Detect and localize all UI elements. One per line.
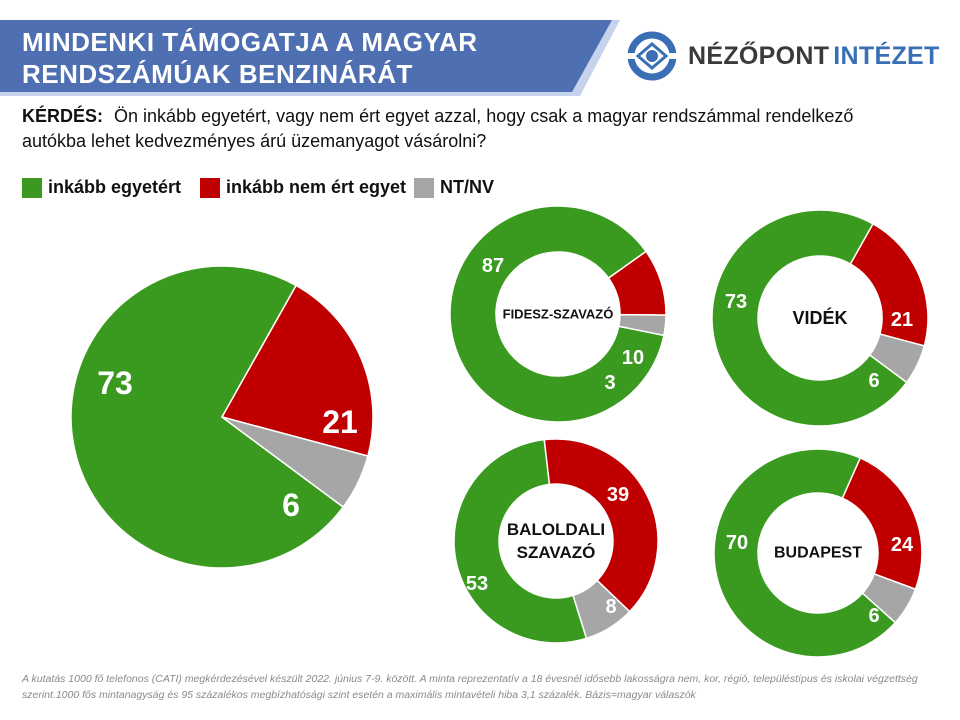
- chart-legend: inkább egyetért inkább nem ért egyet NT/…: [22, 177, 642, 201]
- value-label-dontknow: 6: [868, 370, 879, 392]
- charts-area: 73 21 6 87 10 3 FIDESZ-SZAVAZÓ 73 21 6 VIDÉK 53 39 8 B…: [70, 205, 929, 658]
- slice-dontknow: [861, 572, 917, 624]
- legend-label-agree: inkább egyetért: [48, 177, 182, 197]
- logo-text-main: NÉZŐPONT: [688, 42, 830, 70]
- donut-title: SZAVAZÓ: [517, 543, 596, 562]
- legend-label-disagree: inkább nem ért egyet: [226, 177, 407, 197]
- value-label-disagree: 24: [891, 534, 914, 556]
- chart-title-line1: MINDENKI TÁMOGATJA A MAGYAR: [22, 27, 478, 57]
- value-label-agree: 70: [726, 532, 748, 554]
- value-label-dontknow: 3: [604, 372, 615, 394]
- survey-question: KÉRDÉS: Ön inkább egyetért, vagy nem ért…: [22, 104, 922, 154]
- legend-label-dontknow: NT/NV: [440, 177, 494, 197]
- donut-title: BUDAPEST: [774, 545, 862, 562]
- legend-swatch-dontknow: [414, 178, 434, 198]
- slice-disagree: [841, 457, 923, 591]
- title-banner-shape: [0, 20, 620, 96]
- donut-chart-1: 87 10 3 FIDESZ-SZAVAZÓ: [449, 205, 667, 423]
- legend-swatch-agree: [22, 178, 42, 198]
- slice-agree: [449, 205, 665, 423]
- slice-dontknow: [572, 579, 631, 640]
- slice-agree: [711, 209, 908, 427]
- value-label-disagree: 21: [322, 404, 358, 440]
- methodology-footnote: A kutatás 1000 fő telefonos (CATI) megké…: [22, 673, 918, 701]
- nezopont-logo-text: NÉZŐPONT INTÉZET: [688, 42, 940, 71]
- slice-disagree: [543, 438, 659, 613]
- value-label-dontknow: 8: [605, 596, 616, 618]
- value-label-agree: 73: [725, 291, 747, 313]
- slice-agree: [713, 448, 897, 658]
- question-text: Ön inkább egyetért, vagy nem ért egyet a…: [22, 106, 854, 151]
- donut-chart-2: 73 21 6 VIDÉK: [711, 209, 929, 427]
- donut-title: BALOLDALI: [507, 520, 605, 539]
- nezopont-logo: NÉZŐPONT INTÉZET: [626, 30, 939, 81]
- donut-chart-4: 70 24 6 BUDAPEST: [713, 448, 923, 658]
- question-label: KÉRDÉS:: [22, 106, 104, 126]
- slice-disagree: [220, 284, 374, 458]
- value-label-dontknow: 6: [282, 487, 300, 523]
- slice-dontknow: [221, 416, 369, 509]
- value-label-disagree: 10: [622, 347, 644, 369]
- slice-dontknow: [617, 313, 667, 337]
- slice-agree: [453, 438, 588, 644]
- value-label-agree: 87: [482, 255, 504, 277]
- value-label-agree: 73: [97, 365, 133, 401]
- value-label-disagree: 21: [891, 309, 913, 331]
- title-banner: MINDENKI TÁMOGATJA A MAGYAR RENDSZÁMÚAK …: [0, 0, 620, 96]
- chart-title: MINDENKI TÁMOGATJA A MAGYAR RENDSZÁMÚAK …: [22, 26, 582, 90]
- value-label-agree: 53: [466, 573, 488, 595]
- legend-swatch-disagree: [200, 178, 220, 198]
- value-label-dontknow: 6: [868, 605, 879, 627]
- donut-title: FIDESZ-SZAVAZÓ: [503, 307, 614, 322]
- slice-disagree: [849, 222, 929, 347]
- donut-title: VIDÉK: [792, 307, 847, 328]
- donut-chart-3: 53 39 8 BALOLDALI SZAVAZÓ: [453, 438, 659, 644]
- slice-agree: [70, 265, 345, 569]
- value-label-disagree: 39: [607, 484, 629, 506]
- chart-title-line2: RENDSZÁMÚAK BENZINÁRÁT: [22, 59, 413, 89]
- logo-text-accent: INTÉZET: [833, 42, 940, 70]
- pie-chart-total: 73 21 6: [70, 265, 374, 569]
- nezopont-logo-icon: [626, 31, 678, 81]
- slice-dontknow: [868, 333, 926, 384]
